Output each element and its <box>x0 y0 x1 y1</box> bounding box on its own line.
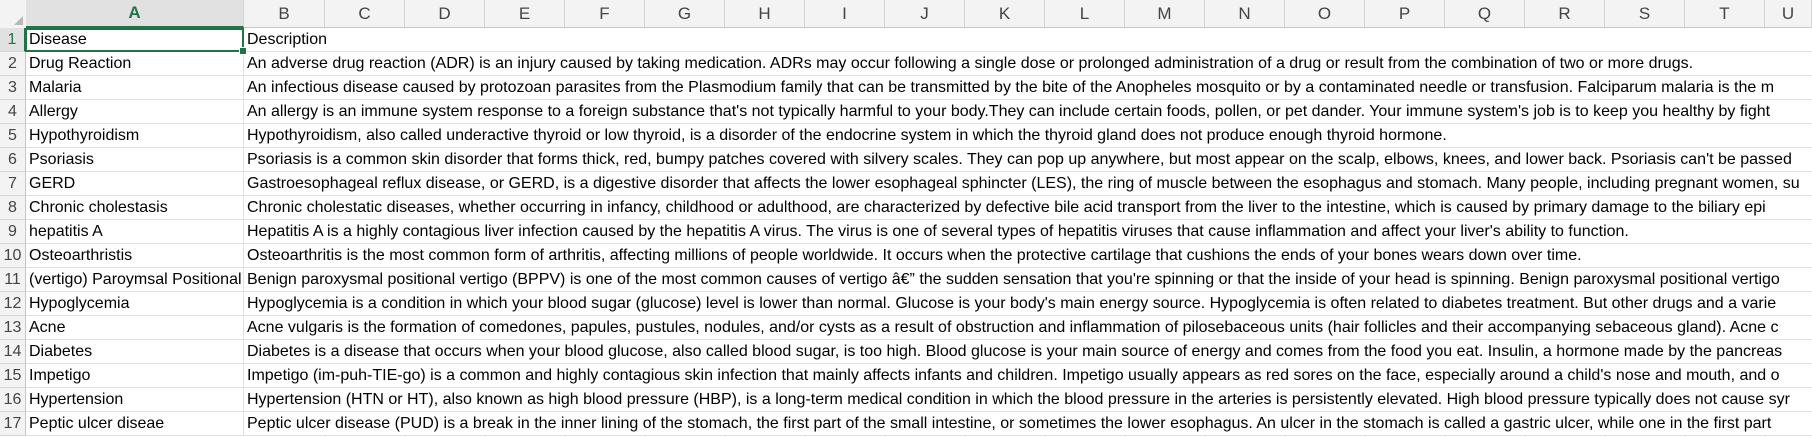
column-header-i[interactable]: I <box>805 0 885 28</box>
cell-disease[interactable]: Hypoglycemia <box>26 292 244 316</box>
row-header-1[interactable]: 1 <box>0 28 26 52</box>
row-header-9[interactable]: 9 <box>0 220 26 244</box>
row-header-8[interactable]: 8 <box>0 196 26 220</box>
row-header-15[interactable]: 15 <box>0 364 26 388</box>
cell-description[interactable]: Peptic ulcer disease (PUD) is a break in… <box>244 412 1812 436</box>
table-row: Hypothyroidism Hypothyroidism, also calle… <box>26 124 1812 148</box>
column-header-r[interactable]: R <box>1525 0 1605 28</box>
table-row: hepatitis A Hepatitis A is a highly conta… <box>26 220 1812 244</box>
row-header-16[interactable]: 16 <box>0 388 26 412</box>
cell-disease[interactable]: (vertigo) Paroymsal Positional <box>26 268 244 292</box>
column-header-j[interactable]: J <box>885 0 965 28</box>
cell-description[interactable]: Osteoarthritis is the most common form o… <box>244 244 1812 268</box>
table-row: Malaria An infectious disease caused by p… <box>26 76 1812 100</box>
column-header-f[interactable]: F <box>565 0 645 28</box>
column-header-c[interactable]: C <box>325 0 405 28</box>
table-row: Hypoglycemia Hypoglycemia is a condition… <box>26 292 1812 316</box>
cell-description[interactable]: Gastroesophageal reflux disease, or GERD… <box>244 172 1812 196</box>
table-row: Diabetes Diabetes is a disease that occur… <box>26 340 1812 364</box>
cell-disease[interactable]: Hypothyroidism <box>26 124 244 148</box>
table-row: Acne Acne vulgaris is the formation of co… <box>26 316 1812 340</box>
table-row: Hypertension Hypertension (HTN or HT), al… <box>26 388 1812 412</box>
row-header-4[interactable]: 4 <box>0 100 26 124</box>
column-header-q[interactable]: Q <box>1445 0 1525 28</box>
cell-description[interactable]: An infectious disease caused by protozoa… <box>244 76 1812 100</box>
row-header-2[interactable]: 2 <box>0 52 26 76</box>
cell-description[interactable]: Benign paroxysmal positional vertigo (BP… <box>244 268 1812 292</box>
row-header-7[interactable]: 7 <box>0 172 26 196</box>
cell-disease[interactable]: GERD <box>26 172 244 196</box>
table-row: Disease Description <box>26 28 1812 52</box>
cell-disease[interactable]: Acne <box>26 316 244 340</box>
table-row: (vertigo) Paroymsal Positional Benign par… <box>26 268 1812 292</box>
cell-disease[interactable]: Allergy <box>26 100 244 124</box>
column-header-t[interactable]: T <box>1685 0 1765 28</box>
cell-disease[interactable]: Diabetes <box>26 340 244 364</box>
column-header-a[interactable]: A <box>26 0 244 28</box>
column-header-s[interactable]: S <box>1605 0 1685 28</box>
cell-disease[interactable]: Chronic cholestasis <box>26 196 244 220</box>
cell-description[interactable]: Diabetes is a disease that occurs when y… <box>244 340 1812 364</box>
row-header-17[interactable]: 17 <box>0 412 26 436</box>
cell-disease[interactable]: Drug Reaction <box>26 52 244 76</box>
fill-handle[interactable] <box>239 47 247 55</box>
cell-description[interactable]: Description <box>244 28 1812 52</box>
cell-description[interactable]: Hypothyroidism, also called underactive … <box>244 124 1812 148</box>
select-all-triangle-icon <box>14 16 23 25</box>
column-header-u[interactable]: U <box>1765 0 1812 28</box>
table-row: Osteoarthristis Osteoarthritis is the mos… <box>26 244 1812 268</box>
table-row: Drug Reaction An adverse drug reaction (A… <box>26 52 1812 76</box>
cell-disease[interactable]: hepatitis A <box>26 220 244 244</box>
column-header-h[interactable]: H <box>725 0 805 28</box>
select-all-corner[interactable] <box>0 0 27 29</box>
table-row: Impetigo Impetigo (im-puh-TIE-go) is a co… <box>26 364 1812 388</box>
column-header-e[interactable]: E <box>485 0 565 28</box>
cell-description[interactable]: Chronic cholestatic diseases, whether oc… <box>244 196 1812 220</box>
cell-description[interactable]: Impetigo (im-puh-TIE-go) is a common and… <box>244 364 1812 388</box>
cell-disease[interactable]: Hypertension <box>26 388 244 412</box>
cell-disease[interactable]: Malaria <box>26 76 244 100</box>
cell-description[interactable]: Hypertension (HTN or HT), also known as … <box>244 388 1812 412</box>
column-header-p[interactable]: P <box>1365 0 1445 28</box>
cell-disease[interactable]: Psoriasis <box>26 148 244 172</box>
column-header-m[interactable]: M <box>1125 0 1205 28</box>
row-header-13[interactable]: 13 <box>0 316 26 340</box>
cell-description[interactable]: An adverse drug reaction (ADR) is an inj… <box>244 52 1812 76</box>
cell-disease[interactable]: Peptic ulcer diseae <box>26 412 244 436</box>
table-row: Allergy An allergy is an immune system re… <box>26 100 1812 124</box>
row-header-14[interactable]: 14 <box>0 340 26 364</box>
cell-disease[interactable]: Osteoarthristis <box>26 244 244 268</box>
cell-description[interactable]: Hepatitis A is a highly contagious liver… <box>244 220 1812 244</box>
table-row: Peptic ulcer diseae Peptic ulcer disease … <box>26 412 1812 436</box>
cell-description[interactable]: An allergy is an immune system response … <box>244 100 1812 124</box>
column-header-o[interactable]: O <box>1285 0 1365 28</box>
row-header-10[interactable]: 10 <box>0 244 26 268</box>
cell-description[interactable]: Psoriasis is a common skin disorder that… <box>244 148 1812 172</box>
column-header-d[interactable]: D <box>405 0 485 28</box>
column-header-b[interactable]: B <box>244 0 325 28</box>
active-cell-outline <box>25 28 247 55</box>
table-row: Psoriasis Psoriasis is a common skin diso… <box>26 148 1812 172</box>
cell-disease[interactable]: Impetigo <box>26 364 244 388</box>
column-header-n[interactable]: N <box>1205 0 1285 28</box>
cell-description[interactable]: Acne vulgaris is the formation of comedo… <box>244 316 1812 340</box>
row-header-11[interactable]: 11 <box>0 268 26 292</box>
column-header-k[interactable]: K <box>965 0 1045 28</box>
row-header-3[interactable]: 3 <box>0 76 26 100</box>
table-row: Chronic cholestasis Chronic cholestatic d… <box>26 196 1812 220</box>
row-header-6[interactable]: 6 <box>0 148 26 172</box>
column-header-g[interactable]: G <box>645 0 725 28</box>
cell-description[interactable]: Hypoglycemia is a condition in which you… <box>244 292 1812 316</box>
column-header-l[interactable]: L <box>1045 0 1125 28</box>
table-row: GERD Gastroesophageal reflux disease, or … <box>26 172 1812 196</box>
row-header-5[interactable]: 5 <box>0 124 26 148</box>
row-header-12[interactable]: 12 <box>0 292 26 316</box>
